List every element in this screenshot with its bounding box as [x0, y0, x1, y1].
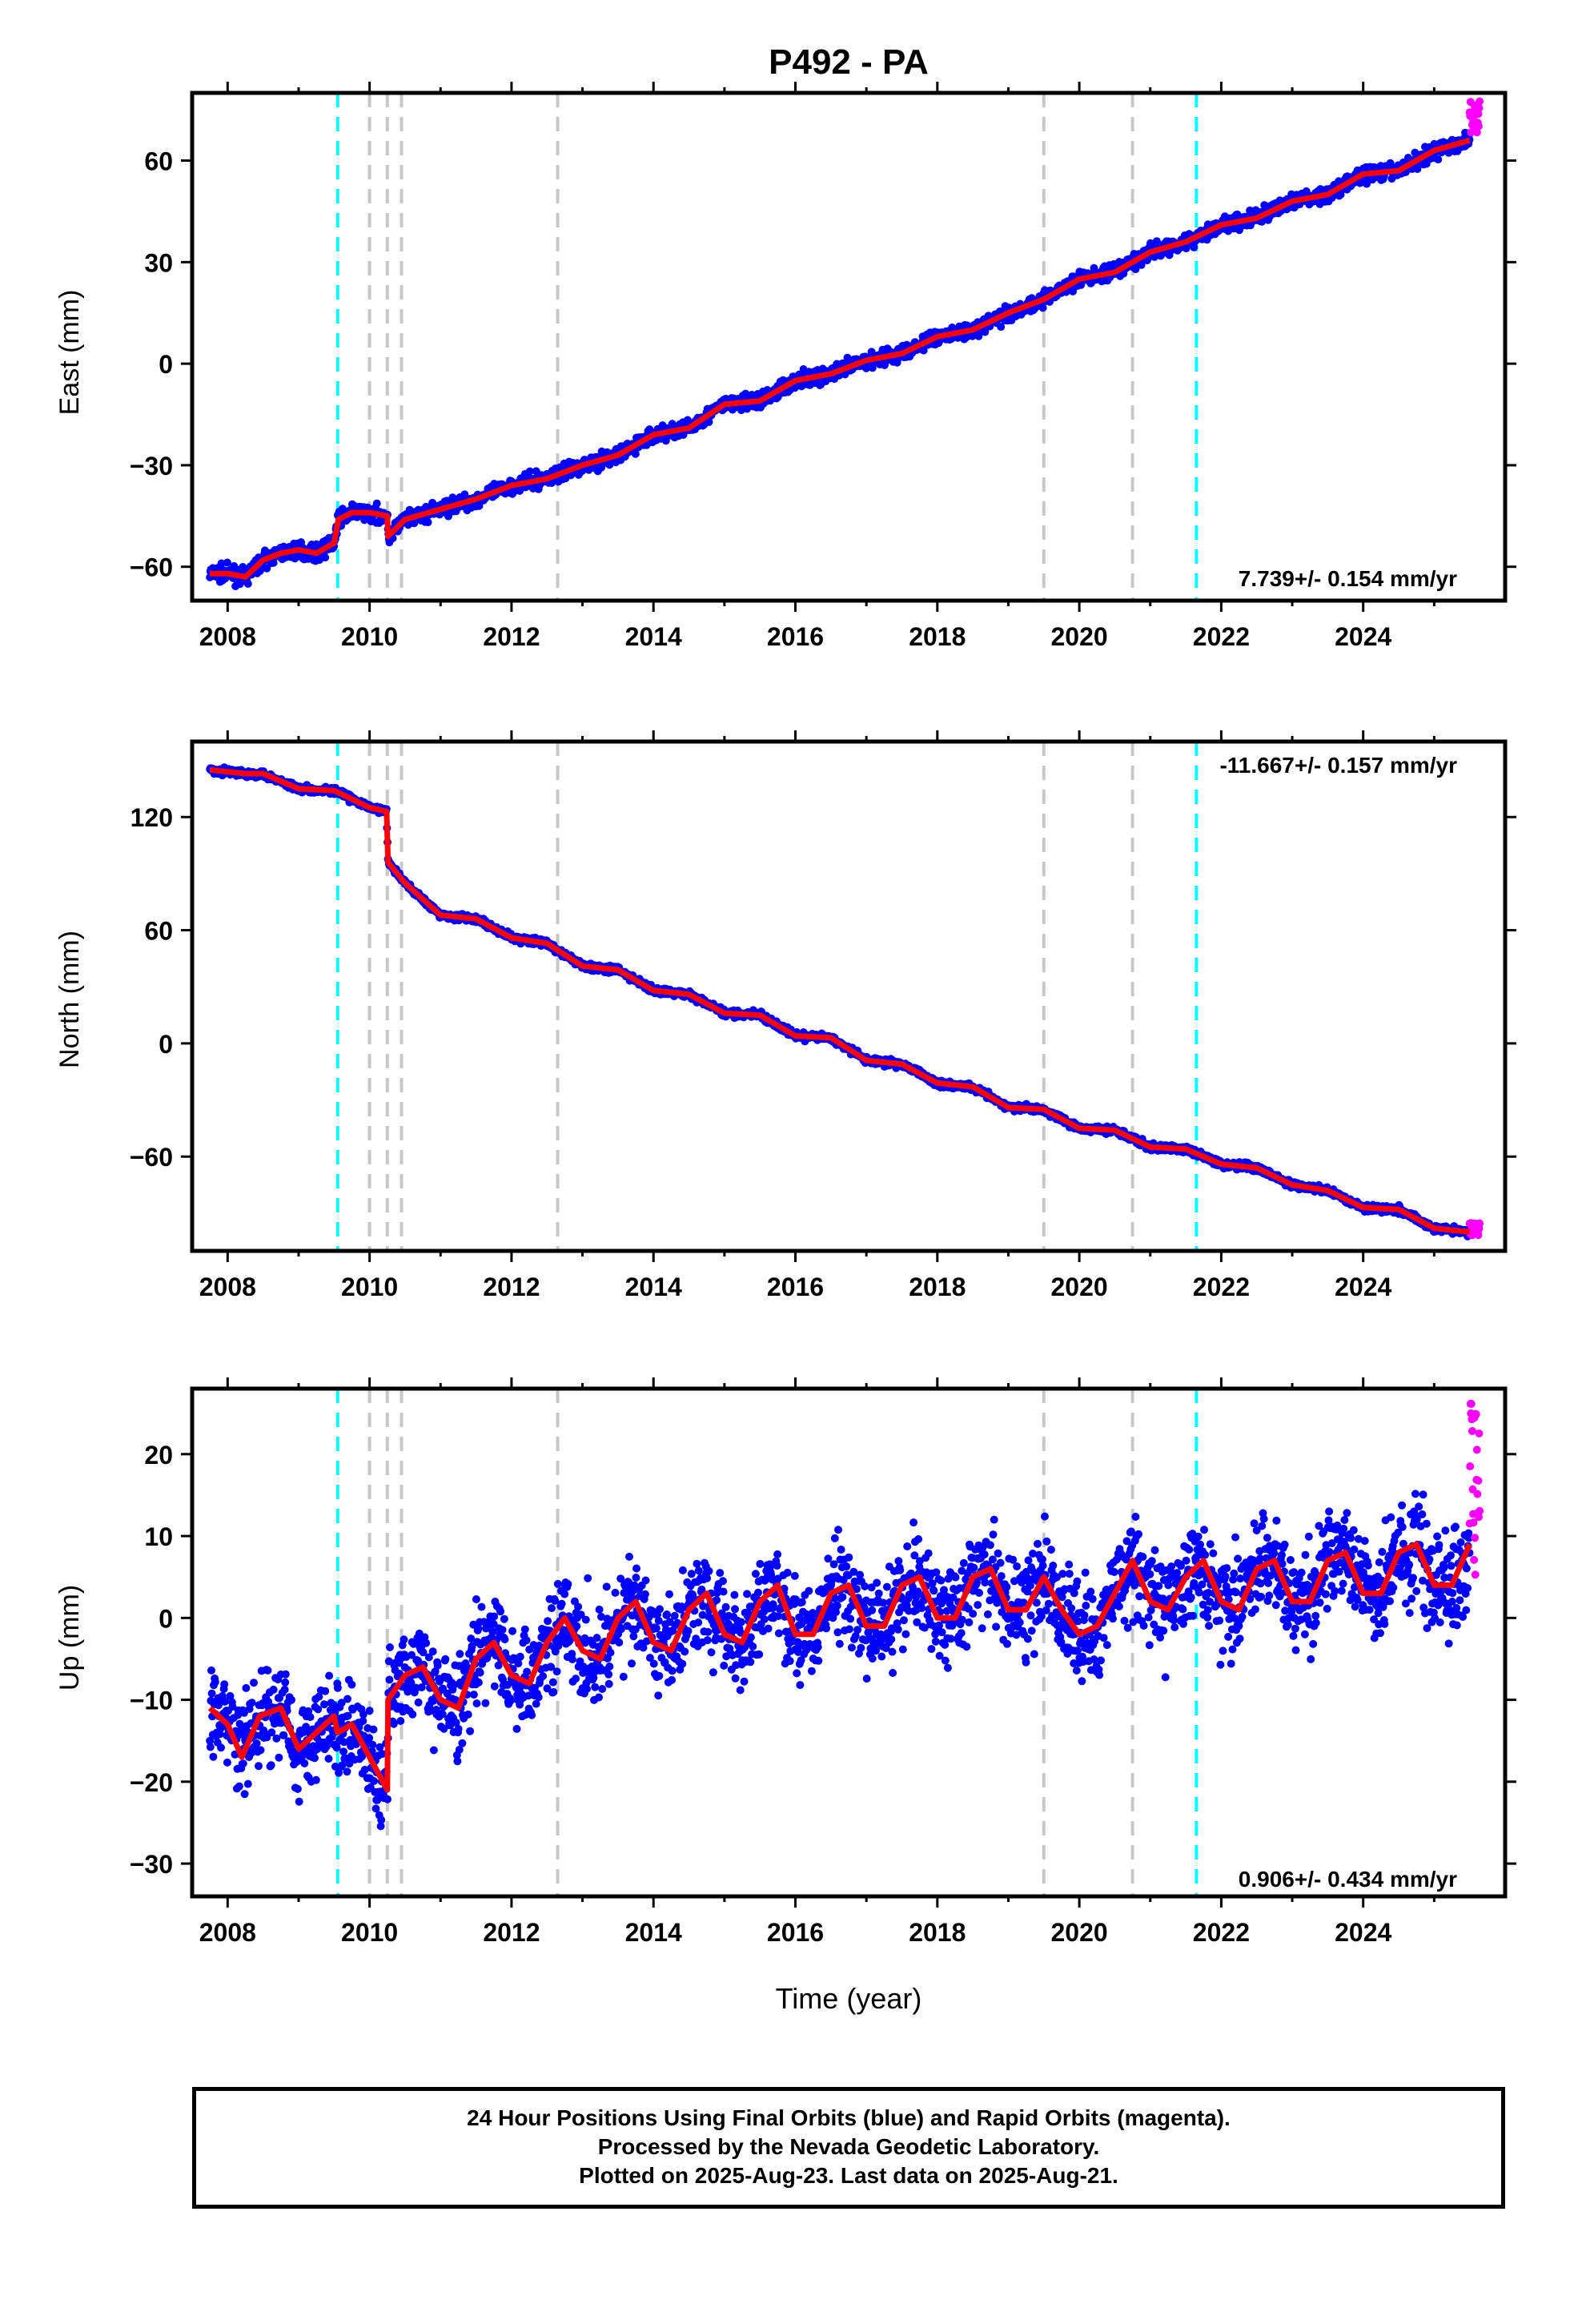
final-orbit-point	[217, 559, 226, 568]
final-orbit-point	[243, 580, 252, 588]
final-orbit-point	[981, 328, 990, 336]
x-tick-label: 2018	[909, 622, 966, 651]
final-orbit-points	[206, 128, 1474, 590]
east-axis-label: East (mm)	[54, 290, 85, 416]
north-velocity-label: -11.667+/- 0.157 mm/yr	[1219, 753, 1457, 778]
final-orbit-point	[1038, 304, 1047, 312]
final-orbit-point	[705, 418, 713, 426]
x-tick-label: 2016	[767, 622, 824, 651]
rapid-orbit-point	[1476, 97, 1484, 106]
final-orbit-point	[1434, 155, 1443, 164]
east-velocity-label: 7.739+/- 0.154 mm/yr	[1239, 566, 1457, 591]
east-panel: East (mm) 7.739+/- 0.154 mm/yr 2008 2010 2…	[54, 82, 1516, 651]
y-tick-label: 60	[144, 147, 173, 176]
north-panel: North (mm) -11.667+/- 0.157 mm/yr 2008 20…	[54, 730, 1516, 1301]
y-tick-label: −30	[130, 452, 173, 480]
x-tick-label: 2012	[483, 622, 540, 651]
rapid-orbit-point	[1475, 122, 1483, 131]
rapid-orbit-points	[1465, 97, 1484, 137]
x-tick-label: 2024	[1335, 622, 1391, 651]
rapid-orbit-point	[1475, 103, 1484, 112]
final-orbit-point	[269, 558, 278, 567]
y-tick-label: 0	[159, 350, 173, 379]
x-tick-label: 2008	[199, 622, 256, 651]
final-orbit-point	[424, 518, 432, 527]
x-tick-label: 2022	[1193, 622, 1250, 651]
final-orbit-points	[206, 763, 1474, 1240]
rapid-orbit-point	[1474, 110, 1483, 119]
final-orbit-point	[1190, 243, 1199, 251]
final-orbit-point	[997, 323, 1006, 332]
plot-area	[206, 742, 1484, 1251]
final-orbit-point	[223, 558, 231, 567]
y-tick-label: 30	[144, 248, 173, 277]
final-orbit-point	[1363, 179, 1371, 188]
plot-area	[206, 93, 1484, 601]
final-orbit-point	[372, 499, 381, 508]
final-orbit-point	[525, 467, 534, 476]
x-tick-label: 2014	[625, 622, 682, 651]
figure-title: P492 - PA	[769, 42, 929, 82]
final-orbit-point	[1131, 265, 1140, 274]
x-tick-label: 2010	[341, 622, 398, 651]
y-tick-label: −60	[130, 553, 173, 582]
north-axis-label: North (mm)	[54, 931, 85, 1068]
x-tick-label: 2020	[1051, 622, 1108, 651]
model-line	[210, 137, 1471, 580]
rapid-orbit-point	[1472, 128, 1481, 137]
final-orbit-point	[321, 553, 330, 562]
plot-frame	[190, 90, 1508, 603]
